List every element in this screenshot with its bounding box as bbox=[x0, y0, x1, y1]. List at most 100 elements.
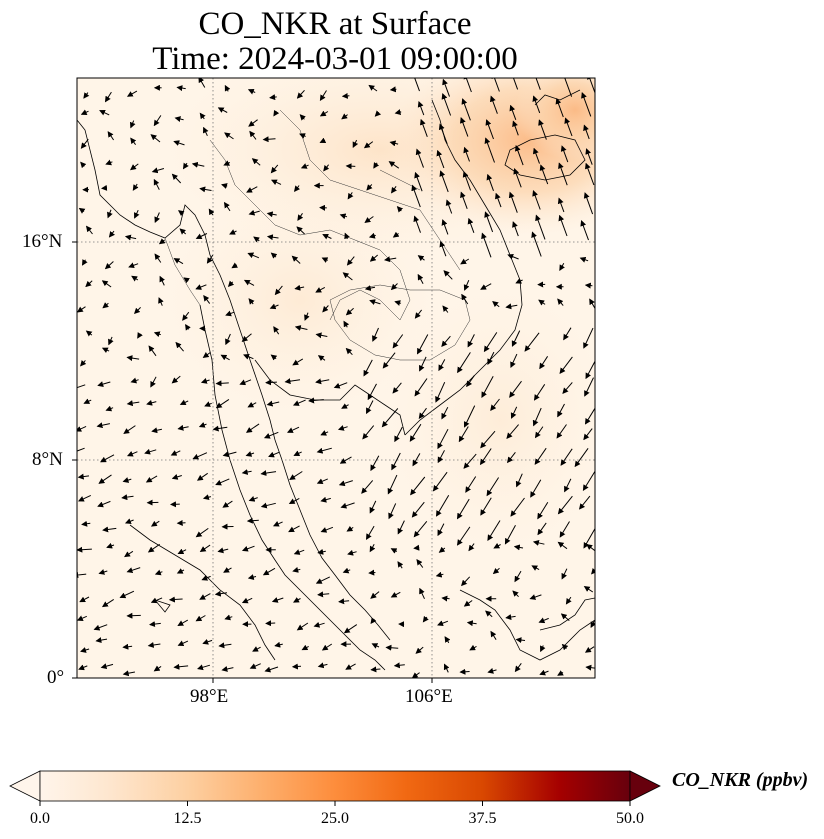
wind-arrow bbox=[239, 379, 252, 386]
wind-arrow bbox=[417, 273, 424, 284]
wind-arrow bbox=[437, 620, 449, 627]
wind-arrow bbox=[345, 307, 354, 316]
wind-arrow bbox=[394, 109, 402, 115]
wind-arrow bbox=[339, 456, 352, 464]
wind-arrow bbox=[515, 637, 526, 644]
wind-arrow bbox=[292, 399, 306, 406]
wind-arrow bbox=[479, 448, 492, 466]
wind-arrow bbox=[177, 640, 189, 646]
wind-arrow bbox=[333, 382, 348, 389]
wind-arrow bbox=[320, 430, 329, 436]
wind-arrow bbox=[409, 423, 422, 442]
wind-arrow bbox=[217, 547, 229, 554]
wind-arrow bbox=[77, 473, 90, 480]
wind-arrow bbox=[582, 471, 595, 491]
wind-arrow bbox=[438, 546, 446, 553]
wind-arrow bbox=[264, 666, 279, 673]
wind-arrow bbox=[365, 525, 375, 540]
wind-arrow bbox=[151, 427, 163, 434]
wind-arrow bbox=[416, 558, 424, 568]
wind-arrow bbox=[347, 192, 354, 200]
wind-arrow bbox=[438, 359, 446, 372]
wind-arrow bbox=[98, 474, 112, 484]
wind-arrow bbox=[369, 254, 379, 262]
wind-arrow bbox=[347, 549, 357, 556]
wind-arrow bbox=[322, 305, 329, 313]
wind-arrow bbox=[202, 351, 211, 358]
wind-arrow bbox=[411, 672, 420, 678]
wind-arrow bbox=[341, 403, 349, 409]
wind-arrow bbox=[159, 275, 165, 286]
wind-arrow bbox=[316, 478, 328, 485]
wind-arrow bbox=[338, 598, 350, 605]
wind-arrow bbox=[218, 642, 232, 649]
wind-arrow bbox=[77, 615, 87, 621]
wind-arrow bbox=[263, 431, 279, 439]
wind-arrow bbox=[199, 593, 211, 600]
wind-arrow bbox=[485, 119, 494, 140]
wind-arrow bbox=[319, 137, 327, 144]
wind-arrow bbox=[299, 133, 306, 139]
wind-arrow bbox=[524, 332, 540, 352]
wind-arrow bbox=[144, 448, 157, 455]
wind-arrow bbox=[539, 356, 549, 370]
wind-arrow bbox=[265, 620, 276, 627]
wind-arrow bbox=[80, 359, 87, 367]
wind-arrow bbox=[461, 576, 471, 587]
wind-arrow bbox=[221, 183, 228, 189]
wind-arrow bbox=[293, 597, 301, 603]
wind-arrow bbox=[344, 232, 350, 240]
wind-arrow bbox=[555, 97, 564, 118]
wind-arrow bbox=[83, 398, 92, 404]
wind-arrow bbox=[512, 590, 519, 598]
wind-arrow bbox=[273, 109, 280, 117]
wind-arrow bbox=[559, 263, 565, 271]
wind-arrow bbox=[583, 327, 594, 349]
wind-arrow bbox=[97, 500, 111, 508]
wind-arrow bbox=[315, 576, 331, 584]
wind-arrow bbox=[559, 356, 573, 374]
wind-arrow bbox=[509, 104, 517, 120]
wind-arrow bbox=[441, 219, 449, 235]
wind-arrow bbox=[296, 89, 305, 99]
wind-arrow bbox=[80, 647, 90, 653]
wind-arrow bbox=[417, 334, 429, 355]
wind-arrow bbox=[270, 354, 278, 361]
wind-arrow bbox=[316, 447, 332, 454]
wind-arrow bbox=[483, 332, 498, 353]
wind-arrow bbox=[585, 148, 593, 165]
wind-arrow bbox=[133, 307, 141, 315]
lat-label-0: 0° bbox=[47, 667, 65, 688]
wind-arrow bbox=[270, 179, 282, 186]
wind-arrow bbox=[308, 397, 324, 404]
wind-arrow bbox=[390, 591, 401, 598]
wind-arrow bbox=[315, 332, 328, 339]
wind-arrow bbox=[436, 149, 445, 169]
wind-arrow bbox=[104, 91, 112, 103]
wind-arrow bbox=[490, 398, 500, 411]
wind-arrow bbox=[581, 92, 592, 117]
wind-arrow bbox=[173, 258, 184, 265]
wind-vectors bbox=[77, 78, 595, 678]
wind-arrow bbox=[583, 428, 593, 441]
wind-arrow bbox=[266, 234, 279, 241]
wind-arrow bbox=[414, 78, 420, 92]
wind-arrow bbox=[251, 158, 261, 166]
wind-arrow bbox=[385, 644, 399, 651]
wind-arrow bbox=[557, 403, 565, 418]
wind-arrow bbox=[249, 663, 261, 669]
wind-arrow bbox=[124, 234, 137, 241]
wind-arrow bbox=[176, 85, 186, 92]
colorbar-tick-0: 0.0 bbox=[30, 810, 50, 827]
wind-arrow bbox=[557, 541, 568, 550]
wind-arrow bbox=[346, 525, 354, 532]
wind-arrow bbox=[362, 425, 375, 440]
wind-arrow bbox=[532, 407, 542, 427]
wind-arrow bbox=[269, 303, 279, 310]
wind-arrow bbox=[459, 117, 469, 137]
wind-arrow bbox=[96, 422, 111, 429]
wind-arrow bbox=[176, 568, 185, 574]
wind-arrow bbox=[487, 351, 495, 365]
wind-arrow bbox=[492, 567, 500, 575]
wind-arrow bbox=[342, 567, 351, 574]
